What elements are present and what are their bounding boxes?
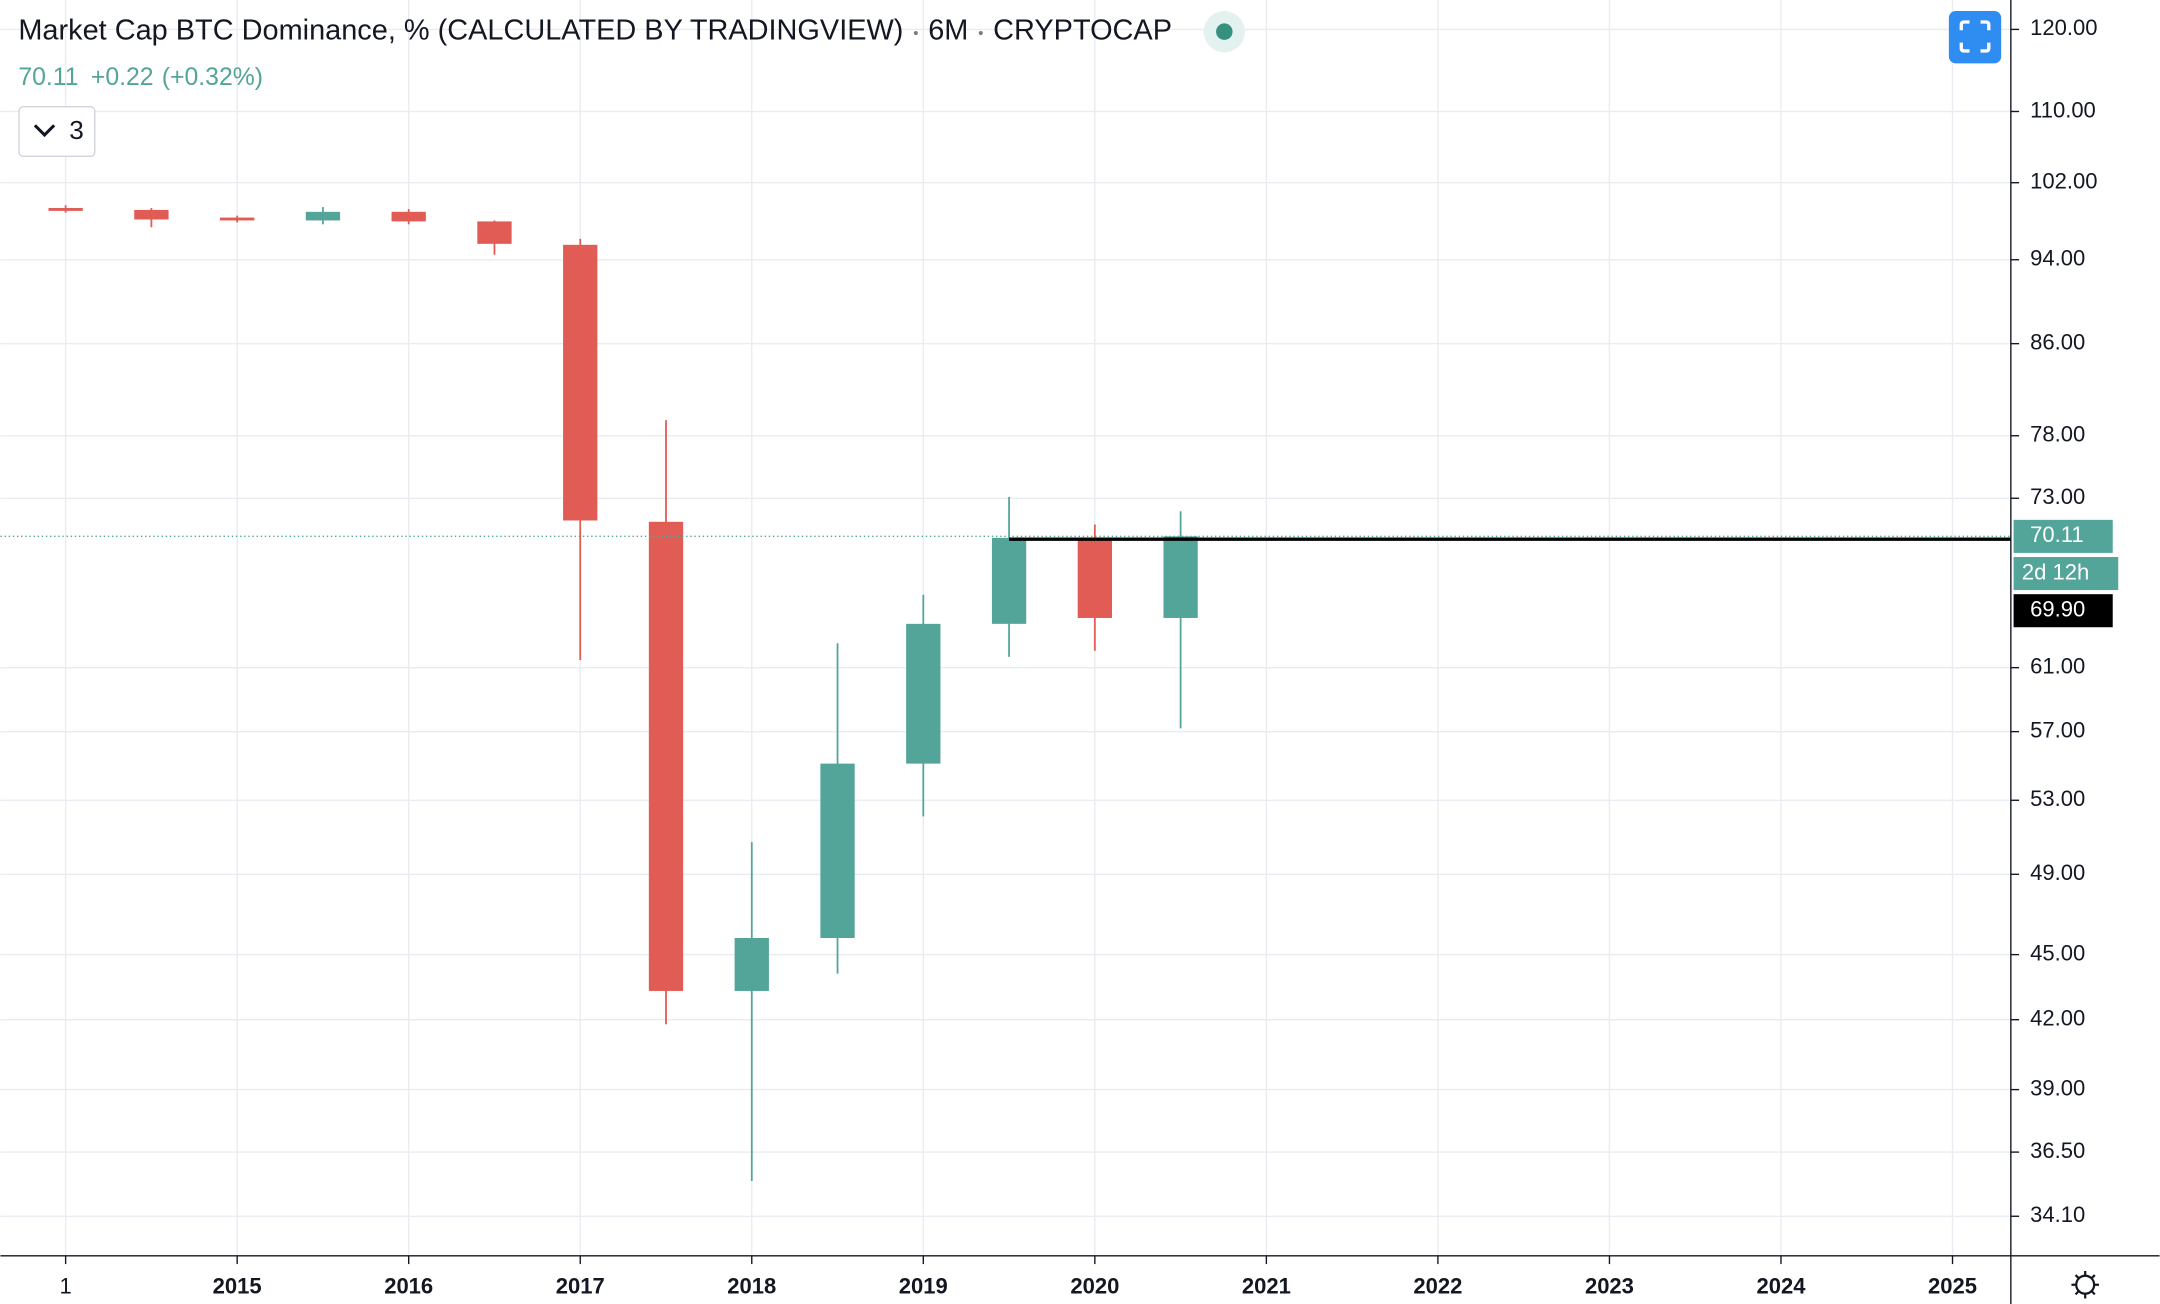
x-tick-label: 2018 <box>727 1273 776 1298</box>
y-tick-label: 53.00 <box>2030 786 2085 811</box>
interval[interactable]: 6M <box>928 14 968 46</box>
y-tick-label: 73.00 <box>2030 484 2085 509</box>
y-tick-label: 36.50 <box>2030 1138 2085 1163</box>
exchange: CRYPTOCAP <box>993 14 1172 46</box>
candle-body <box>648 521 684 991</box>
candle-body <box>820 763 855 938</box>
x-tick-label: 2015 <box>213 1273 262 1298</box>
x-tick-label: 2017 <box>556 1273 605 1298</box>
x-tick-label: 2016 <box>384 1273 433 1298</box>
market-status[interactable] <box>1203 11 1245 53</box>
candle-body <box>220 217 255 221</box>
y-tick-label: 45.00 <box>2030 940 2085 965</box>
y-tick-label: 49.00 <box>2030 860 2085 885</box>
indicators-toggle[interactable]: 3 <box>18 106 96 157</box>
candle-body <box>563 244 598 521</box>
fullscreen-button[interactable] <box>1948 11 2002 64</box>
y-tick-label: 86.00 <box>2030 329 2085 354</box>
change: +0.22 <box>91 64 154 91</box>
y-tick-label: 110.00 <box>2030 97 2096 122</box>
candle-body <box>477 221 512 244</box>
y-tick-label: 120.00 <box>2030 15 2097 40</box>
last-price-label: 70.11 <box>2030 522 2083 547</box>
horizontal-line-label-bg <box>2013 594 2113 628</box>
y-tick-label: 94.00 <box>2030 246 2085 271</box>
x-tick-label: 2022 <box>1413 1273 1462 1298</box>
last-price-label-bg <box>2013 519 2113 553</box>
y-tick-label: 102.00 <box>2030 169 2097 194</box>
candle-body <box>1077 537 1112 618</box>
candle-body <box>305 211 341 221</box>
y-tick-label: 34.10 <box>2030 1202 2085 1227</box>
candle-body <box>134 209 169 220</box>
grid <box>0 0 2011 1256</box>
candle-body <box>391 211 426 222</box>
x-tick-label: 2023 <box>1585 1273 1634 1298</box>
y-tick-label: 42.00 <box>2030 1006 2085 1031</box>
indicators-count: 3 <box>69 115 84 145</box>
horizontal-line-label: 69.90 <box>2030 597 2085 622</box>
x-tick-label: 2025 <box>1928 1273 1977 1298</box>
candle-body <box>906 623 941 764</box>
last-value: 70.11 <box>18 64 78 91</box>
x-tick-label: 2021 <box>1242 1273 1291 1298</box>
x-tick-label: 2024 <box>1756 1273 1806 1298</box>
x-tick-label: 2019 <box>899 1273 948 1298</box>
x-tick-label: 2020 <box>1070 1273 1119 1298</box>
countdown: 2d 12h <box>2022 559 2089 584</box>
plot <box>0 205 2011 1181</box>
separator <box>913 30 918 36</box>
x-tick-label: 1 <box>60 1273 72 1298</box>
y-tick-label: 61.00 <box>2030 653 2085 678</box>
y-tick-label: 78.00 <box>2030 422 2085 447</box>
change-percent: (+0.32%) <box>162 64 263 91</box>
settings-button[interactable] <box>2071 1270 2099 1299</box>
candle-body <box>48 208 83 211</box>
candle-body <box>991 537 1027 624</box>
candle-body <box>1163 536 1198 618</box>
chart-title: Market Cap BTC Dominance, % (CALCULATED … <box>18 14 903 46</box>
separator <box>978 30 983 36</box>
axes: 120.00 110.00 102.00 94.00 86.00 78.00 73.00 61… <box>60 15 2119 1298</box>
y-tick-label: 39.00 <box>2030 1075 2085 1100</box>
candle-body <box>734 938 769 991</box>
countdown-bg <box>2013 557 2119 591</box>
y-tick-label: 57.00 <box>2030 717 2085 742</box>
